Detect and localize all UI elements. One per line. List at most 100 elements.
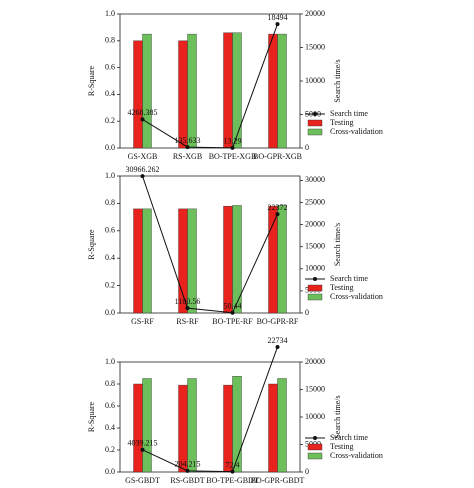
y-tick-label: 0.8 [105,198,115,207]
y-tick-label: 0.4 [105,89,115,98]
bar [277,33,287,149]
legend-label: Cross-validation [330,292,383,301]
data-label: 204.215 [175,460,201,469]
y2-tick-label: 30000 [305,175,325,184]
data-label: 1100.56 [175,297,201,306]
y-tick-label: 0.6 [105,62,115,71]
data-label: 22372 [268,203,288,212]
x-tick-label: BO-TPE-GBDT [206,476,259,485]
search-time-line [142,346,278,473]
search-time-point [185,145,190,150]
bar [223,384,233,473]
x-tick-label: GS-XGB [128,152,158,161]
y2-tick-label: 25000 [305,197,325,206]
y2-tick-label: 15000 [305,42,325,51]
y2-tick-label: 15000 [305,384,325,393]
y-tick-label: 0.8 [105,379,115,388]
y2-tick-label: 10000 [305,264,325,273]
x-tick-label: GS-RF [131,317,154,326]
data-label: 72.4 [226,460,240,469]
legend-marker [313,436,317,440]
bar [277,205,287,314]
x-tick-label: GS-GBDT [125,476,160,485]
x-tick-label: BO-GPR-GBDT [251,476,305,485]
legend-label: Cross-validation [330,451,383,460]
y-tick-label: 0.6 [105,226,115,235]
search-time-line [142,23,278,149]
bar [142,33,152,149]
y2-tick-label: 0 [305,143,309,152]
bar [178,40,188,149]
y2-tick-label: 20000 [305,219,325,228]
search-time-point [140,117,145,122]
y2-tick-label: 20000 [305,357,325,366]
search-time-point [230,310,235,315]
bar [223,205,233,314]
legend-label: Testing [330,118,353,127]
data-label: 22734 [268,336,288,345]
x-tick-label: BO-TPE-XGB [209,152,257,161]
y2-tick-label: 0 [305,308,309,317]
search-time-point [275,212,280,217]
legend-marker [313,112,317,116]
legend-label: Search time [330,109,368,118]
bar [268,383,278,473]
y-tick-label: 0.0 [105,143,115,152]
bar [232,32,242,149]
data-label: 50.44 [224,302,242,311]
x-tick-label: BO-TPE-RF [212,317,253,326]
legend-marker [313,277,317,281]
y2-tick-label: 0 [305,467,309,476]
search-time-point [275,344,280,349]
y2-axis-label: Search time/s [333,223,342,266]
y-tick-label: 0.8 [105,36,115,45]
y-tick-label: 0.4 [105,253,115,262]
x-tick-label: BO-GPR-RF [257,317,299,326]
y2-tick-label: 15000 [305,242,325,251]
data-label: 13.29 [224,137,242,146]
search-time-point [230,469,235,474]
legend-swatch [307,443,323,451]
bar [268,205,278,314]
legend-swatch [307,284,323,292]
x-tick-label: RS-XGB [173,152,202,161]
data-label: 135.633 [175,136,201,145]
x-tick-label: RS-GBDT [170,476,204,485]
data-label: 30966.262 [126,165,160,174]
y-tick-label: 0.2 [105,280,115,289]
bar [133,208,143,314]
bar [142,208,152,314]
search-time-line [142,175,278,314]
y-tick-label: 1.0 [105,357,115,366]
legend-label: Search time [330,274,368,283]
y-tick-label: 0.2 [105,445,115,454]
y-tick-label: 0.2 [105,116,115,125]
bar [223,32,233,149]
legend-label: Testing [330,283,353,292]
y-axis-label: R-Square [87,65,96,96]
bar [232,376,242,473]
legend-swatch [307,119,323,127]
y2-tick-label: 10000 [305,412,325,421]
plot-frame [119,175,301,314]
bar [268,33,278,149]
y-tick-label: 1.0 [105,9,115,18]
y-tick-label: 0.4 [105,423,115,432]
legend-label: Search time [330,433,368,442]
bar [187,33,197,149]
bar [187,378,197,473]
y-tick-label: 0.6 [105,401,115,410]
y2-tick-label: 20000 [305,9,325,18]
search-time-point [230,145,235,150]
y-tick-label: 1.0 [105,171,115,180]
y2-tick-label: 10000 [305,76,325,85]
search-time-point [185,468,190,473]
bar [142,378,152,473]
search-time-point [185,306,190,311]
legend-label: Cross-validation [330,127,383,136]
bar [133,383,143,473]
legend-swatch [307,293,323,301]
search-time-point [140,174,145,179]
search-time-point [275,22,280,27]
